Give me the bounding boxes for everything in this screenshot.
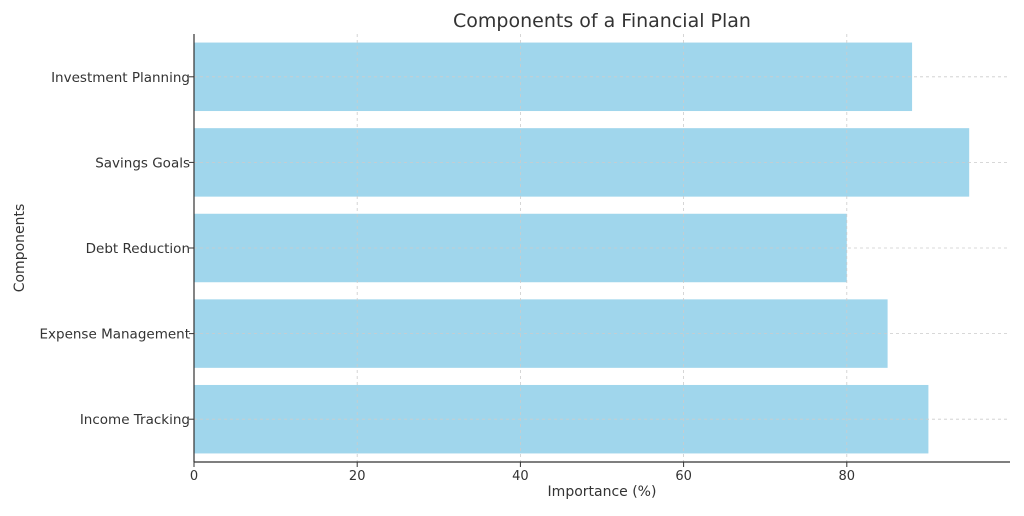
bar bbox=[194, 42, 913, 112]
x-axis-label: Importance (%) bbox=[548, 484, 657, 500]
x-axis-ticks: 0 20 40 60 80 bbox=[190, 462, 855, 484]
x-tick-label: 80 bbox=[839, 469, 856, 484]
y-tick-label: Debt Reduction bbox=[86, 241, 190, 257]
y-tick-label: Savings Goals bbox=[95, 155, 190, 171]
y-tick-label: Income Tracking bbox=[80, 412, 190, 428]
grid-lines bbox=[193, 34, 1010, 462]
x-tick-label: 60 bbox=[675, 469, 692, 484]
bar bbox=[194, 128, 970, 197]
y-axis-label: Components bbox=[12, 204, 28, 293]
y-tick-label: Expense Management bbox=[39, 327, 190, 343]
x-tick-label: 0 bbox=[190, 469, 198, 484]
x-tick-label: 40 bbox=[512, 469, 529, 484]
y-axis-ticks: Income Tracking Expense Management Debt Re… bbox=[39, 70, 194, 428]
x-tick-label: 20 bbox=[349, 469, 366, 484]
chart-title: Components of a Financial Plan bbox=[453, 10, 751, 32]
y-tick-label: Investment Planning bbox=[51, 70, 190, 86]
